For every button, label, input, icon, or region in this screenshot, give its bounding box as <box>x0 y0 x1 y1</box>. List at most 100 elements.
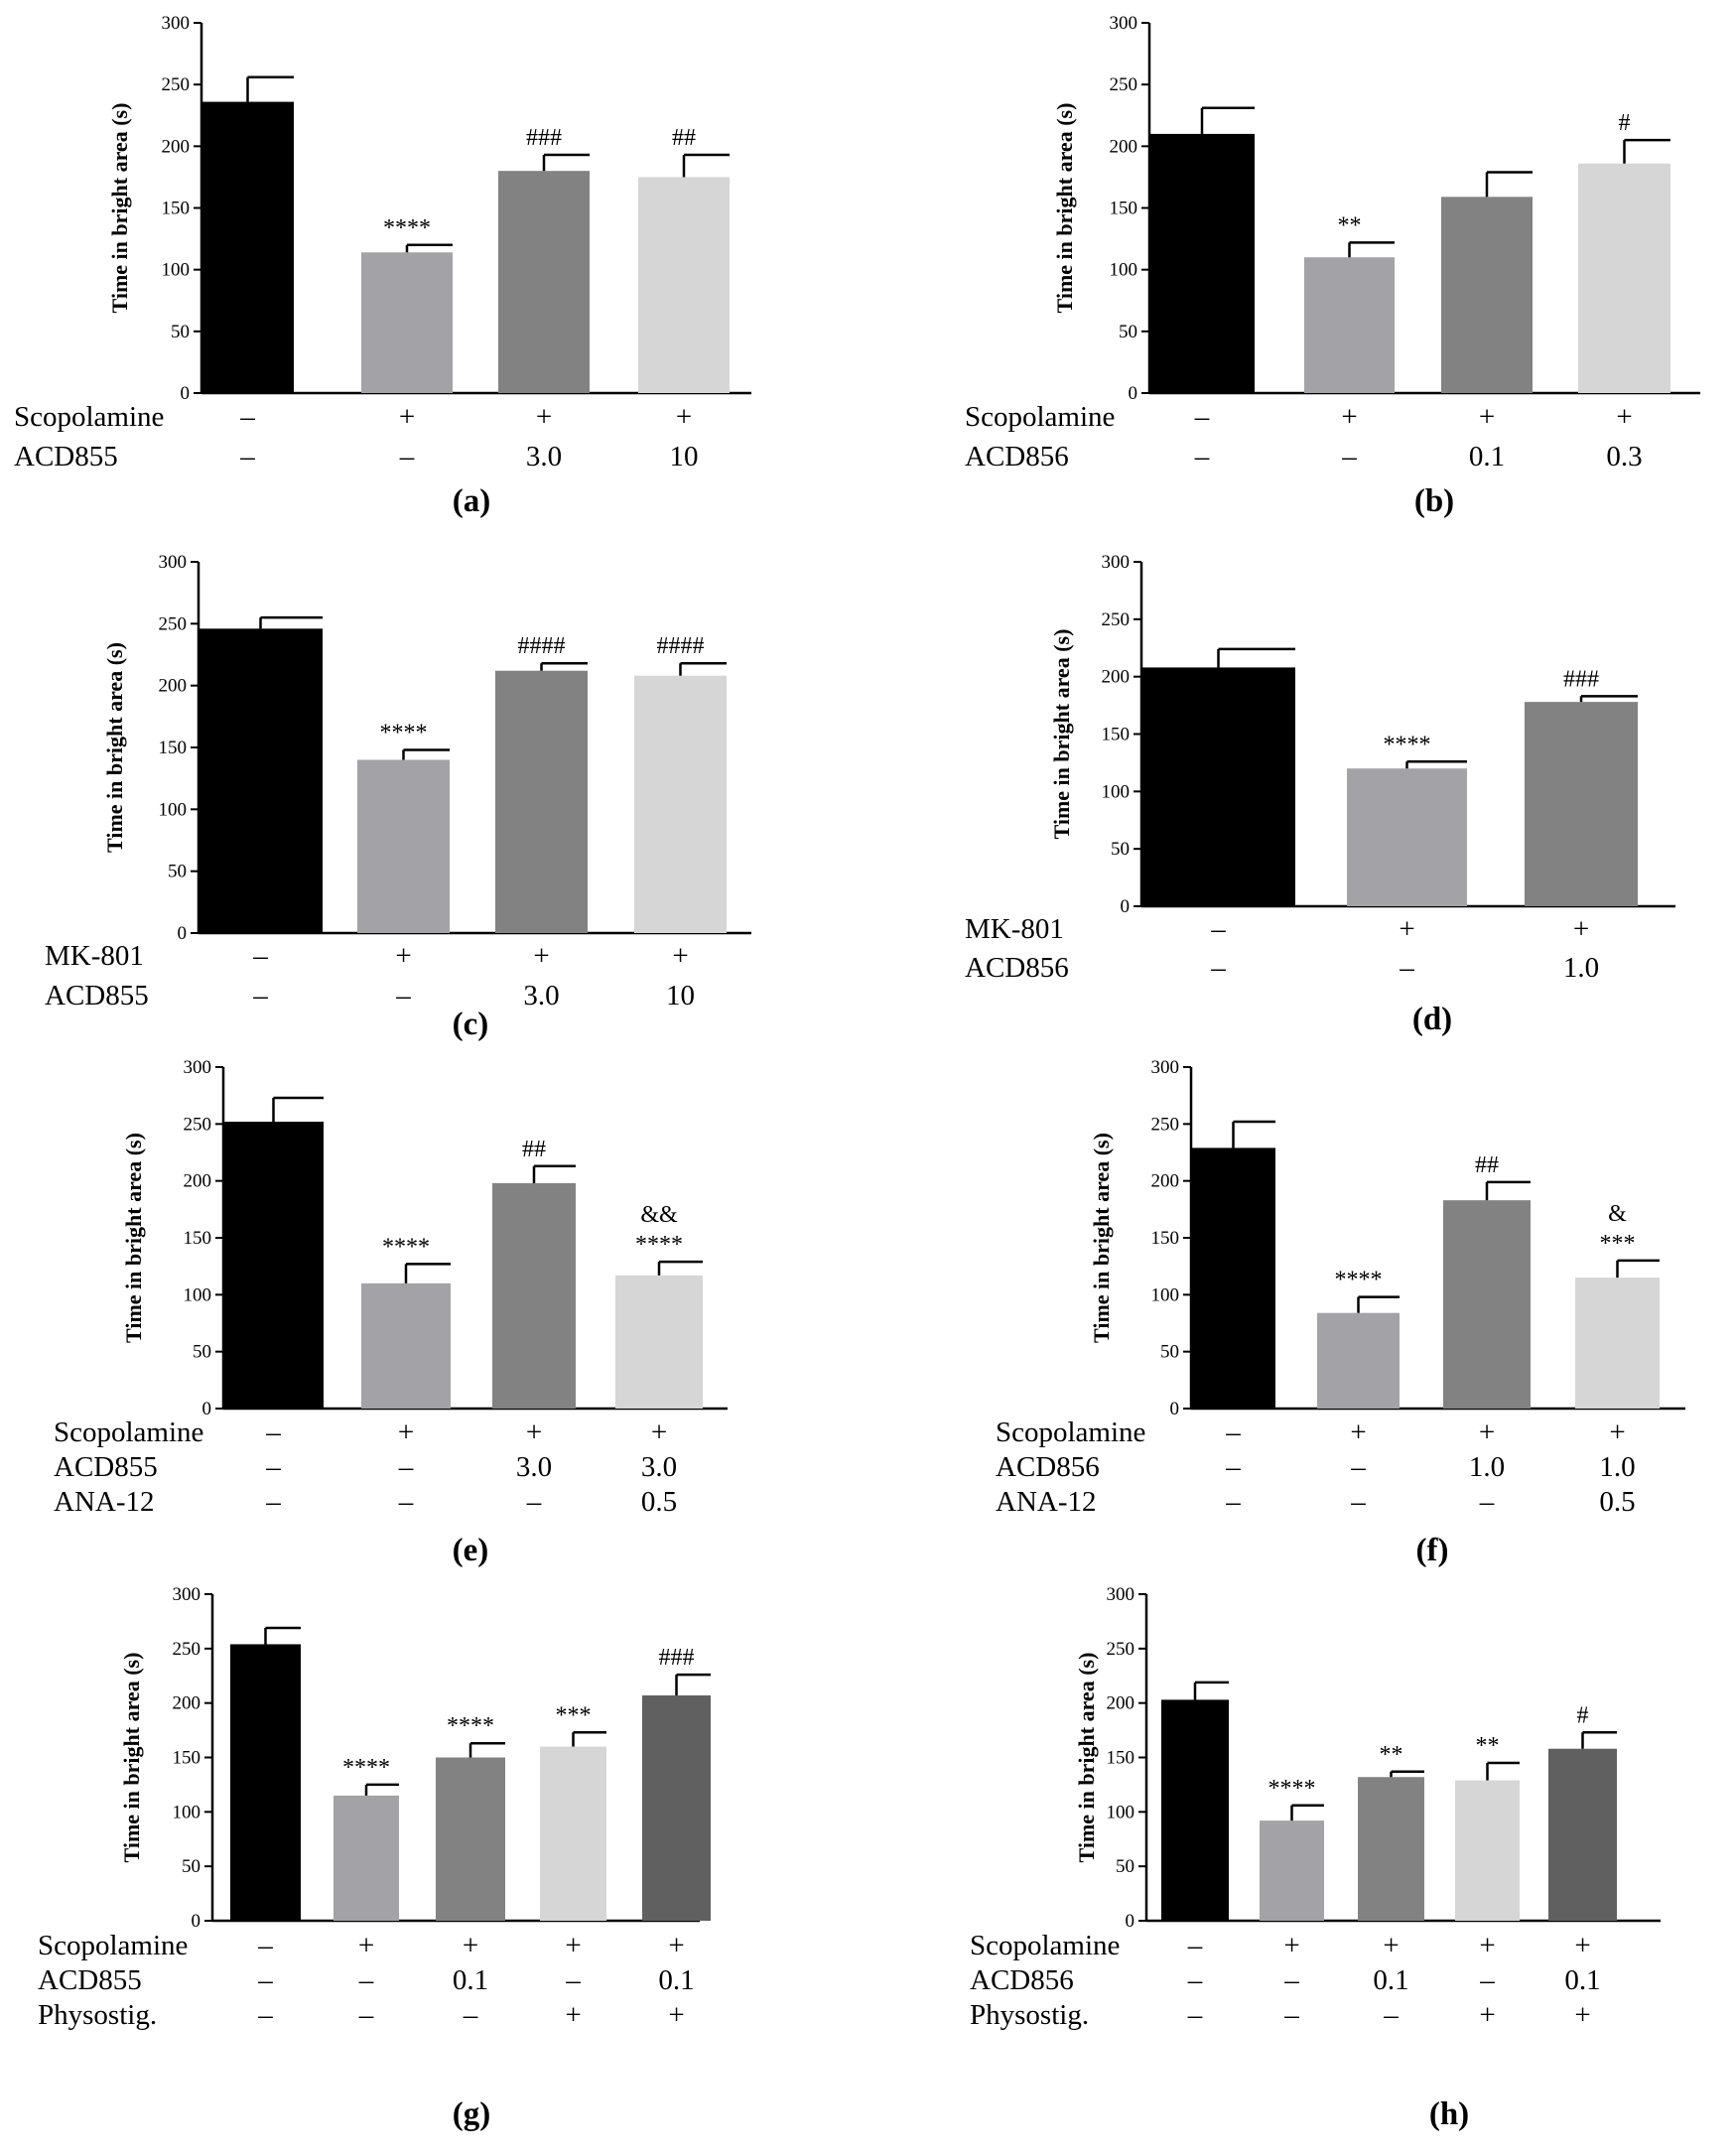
y-tick-label: 150 <box>173 1748 201 1769</box>
factor-level: – <box>257 1930 273 1961</box>
y-tick-label: 100 <box>162 260 191 281</box>
factor-level: + <box>395 940 411 972</box>
factor-level: + <box>1383 1930 1399 1961</box>
factor-level: – <box>1187 1930 1203 1961</box>
panel-label: (e) <box>453 1533 489 1568</box>
factor-name: Scopolamine <box>54 1416 203 1448</box>
y-tick-label: 300 <box>1110 13 1138 34</box>
bar <box>1191 1147 1275 1409</box>
factor-level: + <box>651 1416 667 1448</box>
factor-level: – <box>1194 441 1210 472</box>
bar <box>1578 163 1670 393</box>
factor-level: + <box>463 1930 478 1961</box>
factor-level: 10 <box>670 441 699 472</box>
bar <box>1548 1748 1617 1921</box>
y-axis-label: Time in bright area (s) <box>1049 629 1074 840</box>
y-tick-label: 150 <box>1102 725 1131 745</box>
factor-level: + <box>533 940 549 972</box>
significance-label: **** <box>1384 732 1431 757</box>
y-tick-label: 0 <box>181 383 191 404</box>
significance-label: **** <box>382 1234 430 1260</box>
bar <box>357 759 450 933</box>
y-tick-label: 0 <box>192 1911 201 1932</box>
factor-level: – <box>463 1999 478 2031</box>
factor-name: MK-801 <box>965 913 1064 945</box>
bar <box>1347 768 1467 906</box>
factor-level: – <box>1479 1964 1495 1996</box>
factor-level: + <box>398 1416 414 1448</box>
factor-level: 3.0 <box>516 1451 552 1483</box>
chart-panel-a: 0 50 100 150 200 250 300 Time in bright area (s… <box>14 13 751 519</box>
bar <box>634 675 727 933</box>
significance-label: **** <box>447 1713 494 1739</box>
factor-level: 3.0 <box>641 1451 677 1483</box>
factor-level: + <box>668 1930 684 1961</box>
factor-level: + <box>1616 401 1632 433</box>
y-tick-label: 250 <box>1110 74 1138 95</box>
y-tick-label: 50 <box>182 1856 200 1877</box>
factor-level: – <box>252 940 268 972</box>
factor-name: Scopolamine <box>970 1930 1120 1961</box>
significance-label: # <box>1577 1702 1589 1728</box>
bar <box>199 628 323 933</box>
factor-level: + <box>1573 913 1589 945</box>
bar <box>1304 257 1395 393</box>
factor-name: ANA-12 <box>54 1486 155 1518</box>
factor-level: 0.1 <box>1564 1964 1600 1996</box>
factor-name: Scopolamine <box>38 1930 188 1961</box>
factor-level: – <box>1225 1416 1241 1448</box>
bar <box>361 252 453 393</box>
factor-level: + <box>668 1999 684 2031</box>
y-tick-label: 300 <box>159 552 188 573</box>
y-tick-label: 200 <box>162 136 191 157</box>
factor-level: + <box>536 401 552 433</box>
y-tick-label: 50 <box>1116 1856 1134 1877</box>
y-tick-label: 300 <box>184 1057 212 1078</box>
factor-level: 0.1 <box>658 1964 694 1996</box>
factor-level: + <box>358 1930 374 1961</box>
significance-label: **** <box>383 215 431 241</box>
y-tick-label: 100 <box>159 799 188 820</box>
factor-name: ACD856 <box>970 1964 1074 1996</box>
y-tick-label: 250 <box>184 1114 212 1135</box>
y-tick-label: 250 <box>173 1639 201 1660</box>
factor-level: + <box>1350 1416 1366 1448</box>
factor-level: – <box>265 1486 281 1518</box>
factor-level: – <box>1399 952 1414 984</box>
y-tick-label: 250 <box>1102 609 1131 630</box>
panel-label: (d) <box>1412 1002 1452 1037</box>
factor-name: Scopolamine <box>965 401 1115 433</box>
factor-level: – <box>1225 1486 1241 1518</box>
y-tick-label: 150 <box>162 199 191 219</box>
bar <box>436 1757 505 1921</box>
bar <box>1358 1777 1424 1921</box>
significance-label: **** <box>380 720 428 745</box>
y-tick-label: 300 <box>1102 552 1131 573</box>
chart-panel-c: 0 50 100 150 200 250 300 Time in bright area (s… <box>45 552 751 1042</box>
factor-name: ACD855 <box>54 1451 158 1483</box>
bar <box>361 1282 451 1409</box>
factor-level: – <box>265 1416 281 1448</box>
y-tick-label: 100 <box>1107 1802 1135 1822</box>
significance-label: **** <box>1268 1776 1316 1802</box>
factor-name: Physostig. <box>38 1999 157 2031</box>
factor-level: – <box>1479 1486 1495 1518</box>
bar <box>540 1746 606 1921</box>
significance-label: ## <box>522 1137 546 1162</box>
factor-level: – <box>265 1451 281 1483</box>
bar <box>492 1182 576 1409</box>
bar <box>1317 1312 1400 1409</box>
factor-level: 0.1 <box>1373 1964 1408 1996</box>
y-axis-label: Time in bright area (s) <box>121 1133 146 1343</box>
y-axis-label: Time in bright area (s) <box>119 1653 144 1863</box>
significance-label: ### <box>659 1645 695 1671</box>
factor-level: + <box>1479 401 1495 433</box>
factor-level: + <box>1574 1930 1590 1961</box>
y-tick-label: 300 <box>162 13 191 34</box>
factor-level: – <box>1350 1451 1366 1483</box>
significance-label: **** <box>342 1755 390 1781</box>
factor-level: 0.5 <box>641 1486 677 1518</box>
y-tick-label: 50 <box>1160 1342 1179 1363</box>
y-tick-label: 200 <box>184 1171 212 1192</box>
factor-level: – <box>358 1964 374 1996</box>
